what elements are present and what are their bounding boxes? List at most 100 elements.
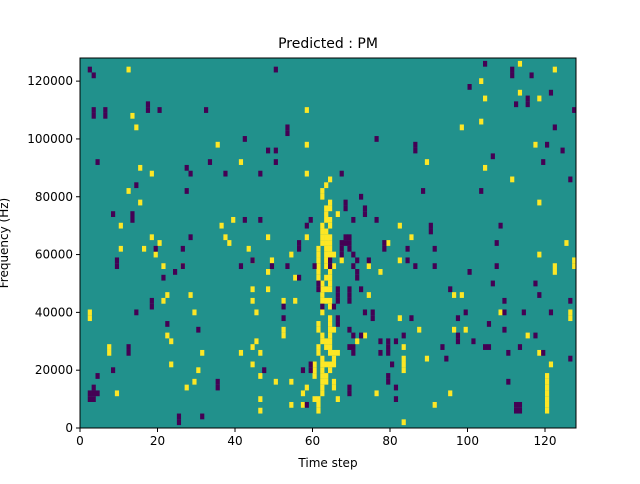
heatmap-cell-high (134, 124, 139, 131)
heatmap-cell-high (331, 361, 337, 368)
heatmap-cell-high (328, 245, 333, 252)
heatmap-cell-high (397, 222, 402, 229)
heatmap-cell-high (320, 240, 325, 246)
heatmap-cell-high (320, 384, 325, 391)
heatmap-cell-high (324, 361, 329, 368)
heatmap-cell-high (320, 332, 325, 339)
heatmap-cell-low (409, 315, 414, 322)
heatmap-cell-high (165, 332, 170, 339)
heatmap-cell-high (320, 355, 325, 362)
heatmap-cell-low (359, 286, 364, 293)
heatmap-cell-low (91, 112, 96, 119)
heatmap-cell-high (289, 251, 294, 258)
heatmap-cell-high (258, 407, 263, 414)
heatmap-cell-high (328, 199, 333, 206)
heatmap-cell-high (320, 292, 325, 298)
heatmap-cell-low (297, 240, 302, 246)
heatmap-cell-high (324, 228, 329, 235)
heatmap-cell-high (289, 401, 294, 408)
heatmap-cell-high (452, 292, 457, 298)
heatmap-cell-low (87, 396, 92, 402)
heatmap-cell-low (250, 257, 255, 264)
heatmap-cell-low (134, 309, 139, 316)
heatmap-cell-low (161, 274, 166, 281)
heatmap-cell-high (316, 344, 321, 350)
heatmap-cell-high (328, 222, 333, 229)
heatmap-cell-high (157, 240, 162, 246)
heatmap-cell-high (192, 378, 197, 385)
heatmap-cell-low (207, 159, 213, 165)
heatmap-cell-high (401, 355, 406, 362)
heatmap-cell-low (180, 245, 185, 252)
heatmap-cell-low (537, 292, 542, 298)
heatmap-cell-high (316, 269, 321, 275)
heatmap-cell-low (308, 367, 313, 374)
heatmap-cell-high (320, 338, 325, 345)
heatmap-cell-high (548, 361, 554, 368)
heatmap-cell-low (343, 240, 348, 246)
heatmap-cell-low (413, 141, 418, 148)
heatmap-cell-low (355, 274, 360, 281)
heatmap-cell-high (401, 361, 406, 368)
heatmap-cell-high (142, 245, 147, 252)
heatmap-cell-low (285, 263, 290, 270)
heatmap-cell-low (269, 263, 275, 270)
x-tick-label: 20 (150, 434, 165, 448)
x-axis-label: Time step (297, 456, 357, 470)
heatmap-cell-low (347, 384, 352, 391)
chart-title: Predicted : PM (278, 36, 378, 52)
heatmap-cell-high (304, 384, 309, 391)
heatmap-cell-high (498, 309, 503, 316)
heatmap-cell-low (502, 326, 507, 333)
heatmap-cell-high (552, 263, 557, 270)
y-axis-ticks: 0 20000 40000 60000 80000 100000 120000 (27, 74, 80, 435)
heatmap-cell-high (196, 367, 201, 374)
heatmap-cell-high (331, 326, 337, 333)
heatmap-cell-low (347, 390, 352, 397)
heatmap-cell-low (548, 89, 554, 96)
heatmap-cell-low (258, 170, 263, 177)
heatmap-cell-high (312, 367, 317, 374)
heatmap-cell-low (273, 159, 278, 165)
heatmap-cell-low (153, 245, 158, 252)
heatmap-cell-low (266, 147, 271, 154)
heatmap-cell-high (328, 361, 333, 368)
heatmap-cell-low (114, 263, 120, 270)
heatmap-cell-low (320, 303, 325, 310)
heatmap-cell-high (320, 367, 325, 374)
heatmap-cell-low (297, 245, 302, 252)
heatmap-cell-low (413, 263, 418, 270)
heatmap-cell-low (455, 332, 461, 339)
heatmap-cell-low (103, 107, 108, 113)
heatmap-cell-high (537, 95, 542, 102)
heatmap-cell-low (502, 309, 507, 316)
heatmap-cell-high (107, 349, 112, 356)
heatmap-cell-low (328, 263, 333, 270)
heatmap-cell-high (401, 344, 406, 350)
heatmap-cell-low (514, 407, 519, 414)
heatmap-cell-low (103, 112, 108, 119)
heatmap-cell-high (281, 326, 286, 333)
heatmap-cell-low (421, 188, 426, 194)
heatmap-cell-low (114, 257, 120, 264)
heatmap-cell-low (347, 286, 352, 293)
heatmap-cell-low (242, 216, 247, 223)
heatmap-cell-high (149, 234, 154, 241)
heatmap-cell-low (91, 390, 96, 397)
heatmap-cell-low (455, 338, 461, 345)
heatmap-cell-low (335, 297, 340, 304)
heatmap-cell-high (533, 141, 538, 148)
heatmap-cell-low (347, 326, 352, 333)
heatmap-cell-low (533, 280, 538, 287)
heatmap-cell-high (320, 390, 325, 397)
heatmap-cell-low (262, 367, 267, 374)
heatmap-cell-high (254, 338, 259, 345)
heatmap-cell-high (328, 240, 333, 246)
heatmap-cell-low (374, 136, 379, 142)
heatmap-cell-low (463, 309, 468, 316)
heatmap-cell-low (343, 234, 348, 241)
heatmap-cell-high (246, 245, 251, 252)
heatmap-cell-high (320, 193, 325, 200)
heatmap-cell-high (258, 349, 263, 356)
heatmap-cell-high (537, 199, 542, 206)
